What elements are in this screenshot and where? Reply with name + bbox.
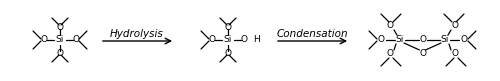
- Text: Si: Si: [56, 35, 64, 44]
- Text: O: O: [72, 35, 80, 44]
- Text: O: O: [419, 35, 426, 44]
- Text: O: O: [240, 35, 248, 44]
- Text: O: O: [386, 21, 394, 31]
- Text: H: H: [253, 35, 260, 44]
- Text: O: O: [460, 35, 468, 44]
- Text: O: O: [224, 49, 232, 58]
- Text: O: O: [419, 49, 426, 58]
- Text: O: O: [452, 21, 458, 31]
- Text: O: O: [40, 35, 48, 44]
- Text: O: O: [378, 35, 384, 44]
- Text: O: O: [386, 49, 394, 58]
- Text: Si: Si: [441, 35, 449, 44]
- Text: Hydrolysis: Hydrolysis: [110, 29, 164, 39]
- Text: O: O: [56, 23, 64, 32]
- Text: Condensation: Condensation: [276, 29, 348, 39]
- Text: O: O: [56, 49, 64, 58]
- Text: O: O: [452, 49, 458, 58]
- Text: O: O: [208, 35, 216, 44]
- Text: Si: Si: [224, 35, 232, 44]
- Text: O: O: [224, 23, 232, 32]
- Text: Si: Si: [396, 35, 404, 44]
